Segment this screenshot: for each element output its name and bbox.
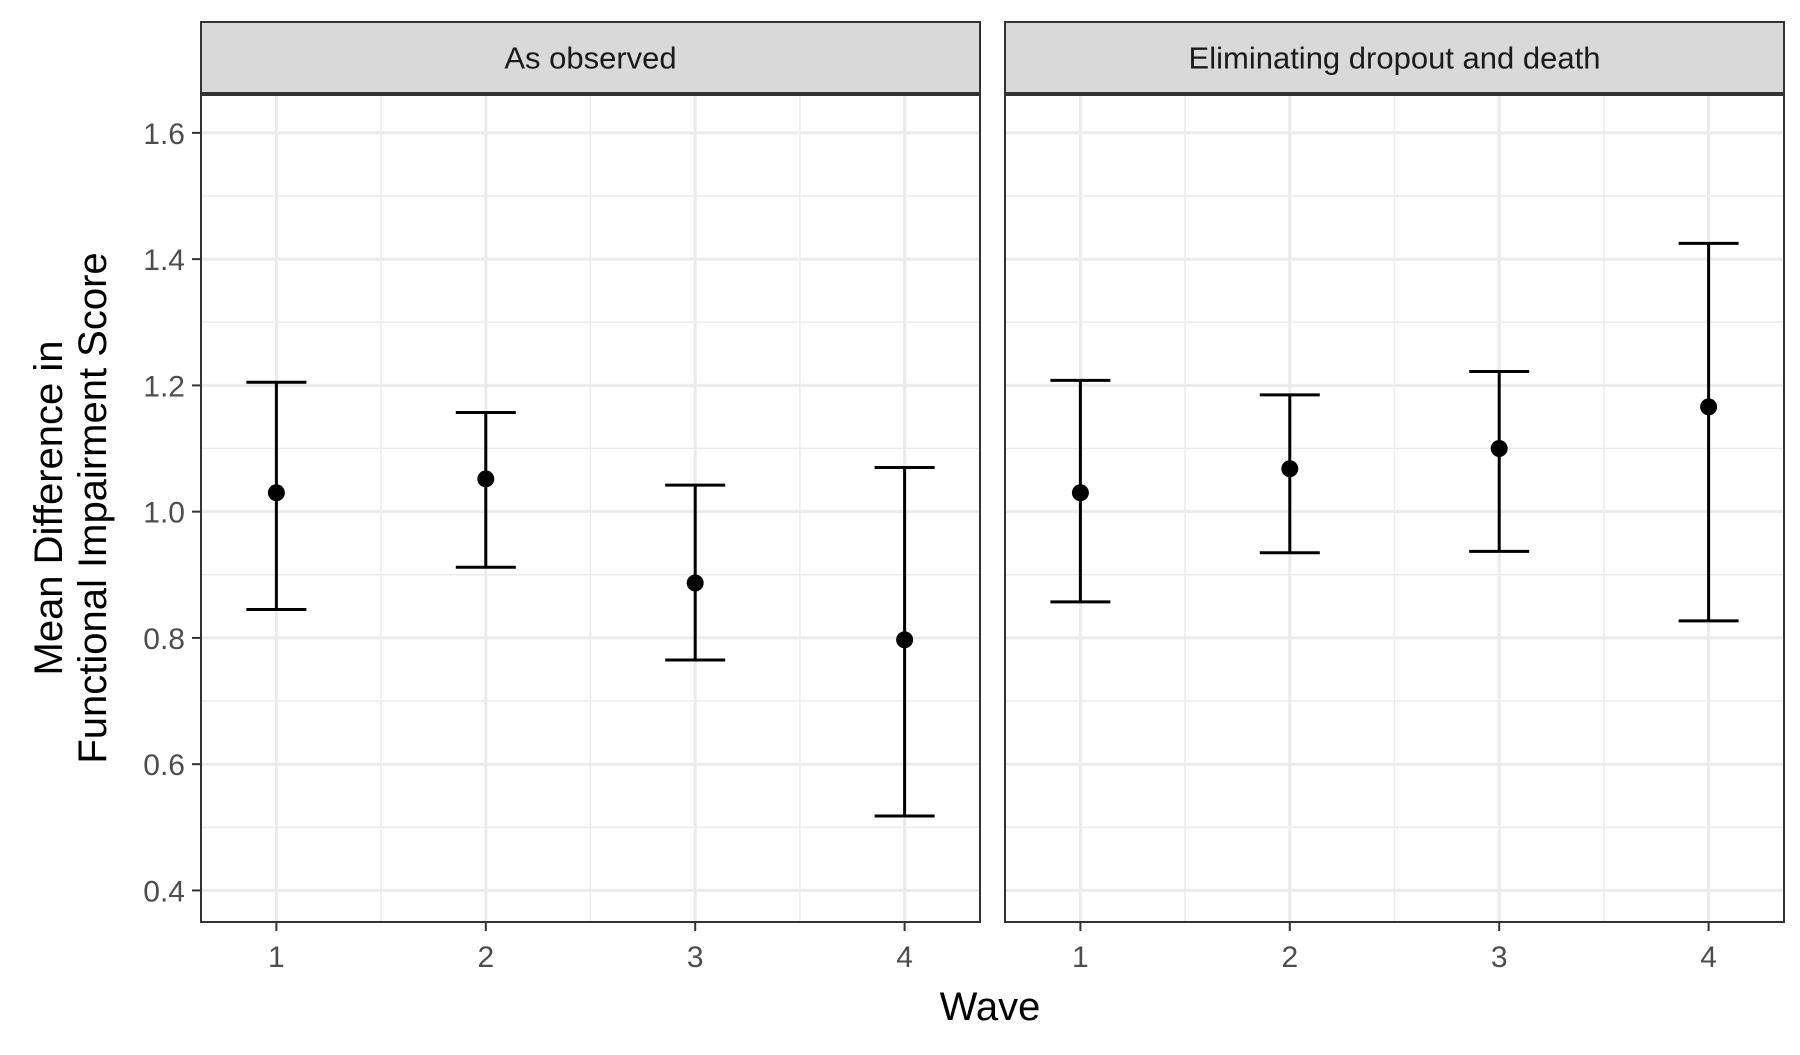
y-axis-title-line-2: Functional Impairment Score: [71, 252, 115, 763]
x-tick-label: 2: [477, 941, 494, 974]
mean-point: [896, 631, 914, 649]
panel-2: Eliminating dropout and death 1 2 3 4: [1004, 21, 1785, 974]
errorbar-wave-1: [1050, 378, 1111, 604]
x-tick-label: 1: [1072, 941, 1089, 974]
errorbar-wave-1: [246, 380, 307, 612]
x-tick-label: 2: [1281, 941, 1298, 974]
errorbar-wave-2: [1259, 393, 1320, 555]
x-tick-label: 3: [687, 941, 704, 974]
y-axis-title-line-1: Mean Difference in: [27, 341, 71, 676]
mean-point: [1490, 440, 1508, 458]
panel-border: [200, 94, 981, 923]
errorbar-wave-3: [1469, 370, 1530, 553]
facet-strip: [200, 21, 981, 94]
y-tick-label: 1.2: [143, 370, 185, 403]
errorbar-wave-2: [455, 411, 516, 569]
mean-point: [1071, 484, 1089, 502]
x-tick-label: 1: [268, 941, 285, 974]
errorbar-wave-4: [1678, 241, 1739, 623]
x-tick-label: 4: [896, 941, 913, 974]
panel-1: As observed 1 2 3 4 0.4 0.6 0.8 1.0 1.2 1.4 1.6: [143, 21, 981, 974]
facet-strip-label: As observed: [504, 41, 676, 76]
panels-layer: As observed 1 2 3 4 0.4 0.6 0.8 1.0 1.2 1.4 1.6 Elim…: [143, 21, 1785, 974]
y-tick-label: 0.8: [143, 623, 185, 656]
mean-point: [686, 574, 704, 592]
facet-strip-label: Eliminating dropout and death: [1189, 41, 1601, 76]
errorbar-wave-4: [874, 465, 935, 818]
y-tick-label: 0.4: [143, 875, 185, 908]
y-tick-label: 1.4: [143, 244, 185, 277]
mean-point: [267, 484, 285, 502]
y-tick-label: 1.0: [143, 497, 185, 530]
x-tick-label: 3: [1491, 941, 1508, 974]
mean-point: [477, 470, 495, 488]
y-tick-label: 1.6: [143, 118, 185, 151]
errorbar-wave-3: [665, 483, 726, 662]
mean-point: [1700, 398, 1718, 416]
panel-border: [1004, 94, 1785, 923]
x-tick-label: 4: [1700, 941, 1717, 974]
x-axis-title: Wave: [940, 985, 1041, 1029]
y-tick-label: 0.6: [143, 749, 185, 782]
facet-strip: [1004, 21, 1785, 94]
mean-point: [1281, 460, 1299, 478]
